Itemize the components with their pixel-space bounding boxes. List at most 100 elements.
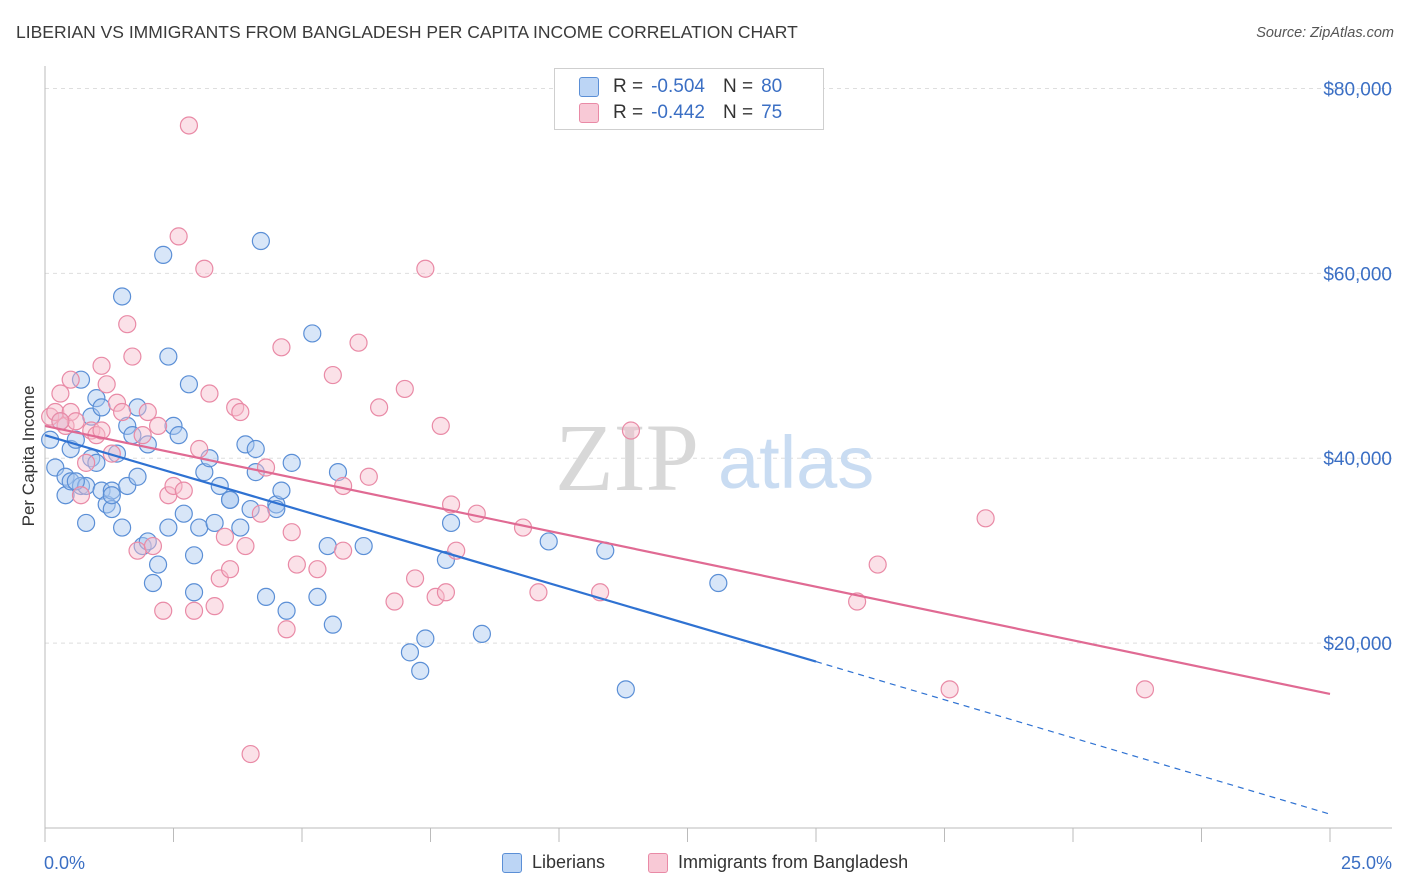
point-bangladesh [200,384,219,403]
grid [45,87,1392,644]
point-liberians [246,439,265,459]
point-bangladesh [179,116,199,135]
point-liberians [112,287,132,306]
point-liberians [87,453,106,472]
point-liberians [102,499,121,519]
point-bangladesh [349,333,368,352]
y-tick-labels: $20,000 $40,000 $60,000 $80,000 [1323,79,1392,655]
point-liberians [159,347,178,366]
trend-extension-liberians [815,661,1331,815]
correlation-legend: R = -0.504 N = 80 R = -0.442 N = 75 [554,68,824,130]
point-bangladesh [92,421,111,440]
point-bangladesh [308,560,327,579]
point-liberians [472,624,491,643]
point-liberians [539,532,558,551]
point-bangladesh [370,398,389,417]
point-bangladesh [529,583,548,602]
point-bangladesh [272,338,291,357]
point-liberians [41,430,60,449]
trend-line-bangladesh [44,424,1331,696]
point-bangladesh [323,365,342,385]
point-bangladesh [133,426,152,445]
legend-swatch-liberians [579,77,599,97]
source-label: Source: ZipAtlas.com [1256,25,1394,41]
point-liberians [77,513,96,533]
point-bangladesh [66,412,85,431]
point-bangladesh [128,541,147,560]
point-bangladesh [184,601,204,620]
point-liberians [128,467,147,486]
legend-item-bangladesh[interactable]: Immigrants from Bangladesh [648,852,908,873]
point-bangladesh [426,587,445,607]
point-bangladesh [416,259,435,278]
point-bangladesh [118,315,137,334]
point-bangladesh [210,569,229,588]
point-liberians [71,370,91,389]
point-bangladesh [282,523,301,542]
point-bangladesh [405,569,425,588]
point-liberians [318,536,337,556]
point-bangladesh [174,481,193,500]
point-bangladesh [251,504,270,523]
point-bangladesh [51,384,70,403]
point-liberians [241,499,260,519]
point-bangladesh [71,486,91,505]
point-liberians [323,615,342,634]
point-liberians [231,518,250,537]
legend-row-bangladesh: R = -0.442 N = 75 [579,100,782,126]
point-liberians [184,546,204,565]
trend-lines [44,424,1331,815]
point-bangladesh [241,744,260,764]
point-bangladesh [215,527,234,546]
point-liberians [174,504,193,523]
point-liberians [169,426,188,445]
point-bangladesh [385,592,404,611]
watermark-atlas: atlas [718,421,874,504]
point-liberians [46,458,65,477]
point-bangladesh [236,536,255,556]
point-liberians [179,375,199,394]
point-bangladesh [1135,680,1155,699]
legend-item-liberians[interactable]: Liberians [502,852,605,873]
y-tick-label: $60,000 [1323,264,1392,285]
point-liberians [164,416,183,435]
legend-label-liberians: Liberians [532,852,606,872]
data-points [41,116,1155,764]
point-bangladesh [107,393,127,412]
point-liberians [112,518,132,537]
point-bangladesh [61,370,80,389]
point-bangladesh [97,375,116,394]
legend-row-liberians: R = -0.504 N = 80 [579,74,782,100]
point-bangladesh [77,453,96,472]
legend-swatch-liberians [502,852,522,873]
point-liberians [308,587,327,607]
point-liberians [87,389,106,408]
point-bangladesh [138,402,157,422]
y-axis-label: Per Capita Income [19,386,38,527]
point-liberians [277,601,296,620]
point-bangladesh [195,259,214,278]
y-tick-label: $20,000 [1323,634,1392,655]
point-bangladesh [940,680,959,699]
x-tick-label: 25.0% [1341,853,1392,873]
point-bangladesh [46,402,65,422]
point-liberians [616,680,635,699]
legend-swatch-bangladesh [648,852,668,873]
n-label: N = [722,102,754,123]
point-bangladesh [154,601,173,620]
n-label: N = [722,76,754,97]
x-tick-label: 0.0% [44,853,85,873]
r-label: R = [613,76,644,97]
point-bangladesh [431,416,450,435]
point-liberians [148,555,168,574]
point-bangladesh [143,536,163,556]
point-liberians [436,550,456,570]
point-liberians [256,587,276,607]
point-liberians [441,513,461,533]
point-bangladesh [164,476,183,496]
point-liberians [56,486,75,505]
point-liberians [118,476,137,496]
point-bangladesh [621,421,641,440]
point-bangladesh [220,560,240,579]
point-bangladesh [61,402,80,422]
